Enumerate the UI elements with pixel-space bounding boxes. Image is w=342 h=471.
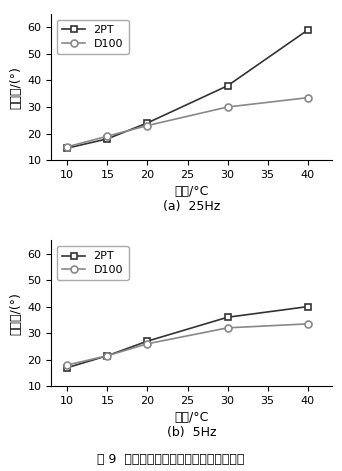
2PT [225, 315, 229, 320]
Y-axis label: 相位角/(°): 相位角/(°) [9, 292, 22, 335]
D100 [225, 325, 229, 331]
Legend: 2PT, D100: 2PT, D100 [57, 246, 129, 280]
2PT [65, 145, 69, 151]
Line: D100: D100 [64, 320, 311, 368]
2PT [105, 353, 109, 358]
2PT [105, 136, 109, 142]
D100 [105, 353, 109, 358]
2PT [145, 338, 149, 344]
Text: (a)  25Hz: (a) 25Hz [163, 200, 220, 213]
Line: 2PT: 2PT [64, 303, 311, 371]
D100 [65, 144, 69, 150]
2PT [145, 120, 149, 126]
D100 [65, 362, 69, 368]
2PT [65, 365, 69, 371]
Text: (b)  5Hz: (b) 5Hz [167, 426, 216, 439]
D100 [145, 341, 149, 347]
Line: D100: D100 [64, 94, 311, 150]
Line: 2PT: 2PT [64, 26, 311, 152]
D100 [306, 321, 310, 327]
X-axis label: 温度/°C: 温度/°C [174, 185, 209, 198]
Legend: 2PT, D100: 2PT, D100 [57, 20, 129, 54]
2PT [306, 304, 310, 309]
2PT [225, 83, 229, 89]
2PT [306, 27, 310, 33]
D100 [306, 95, 310, 100]
D100 [145, 123, 149, 129]
D100 [225, 104, 229, 110]
Y-axis label: 相位角/(°): 相位角/(°) [9, 65, 22, 108]
X-axis label: 温度/°C: 温度/°C [174, 412, 209, 424]
Text: 图 9  荷载频率对氥青混合料相位角的影响: 图 9 荷载频率对氥青混合料相位角的影响 [97, 453, 245, 466]
D100 [105, 133, 109, 139]
